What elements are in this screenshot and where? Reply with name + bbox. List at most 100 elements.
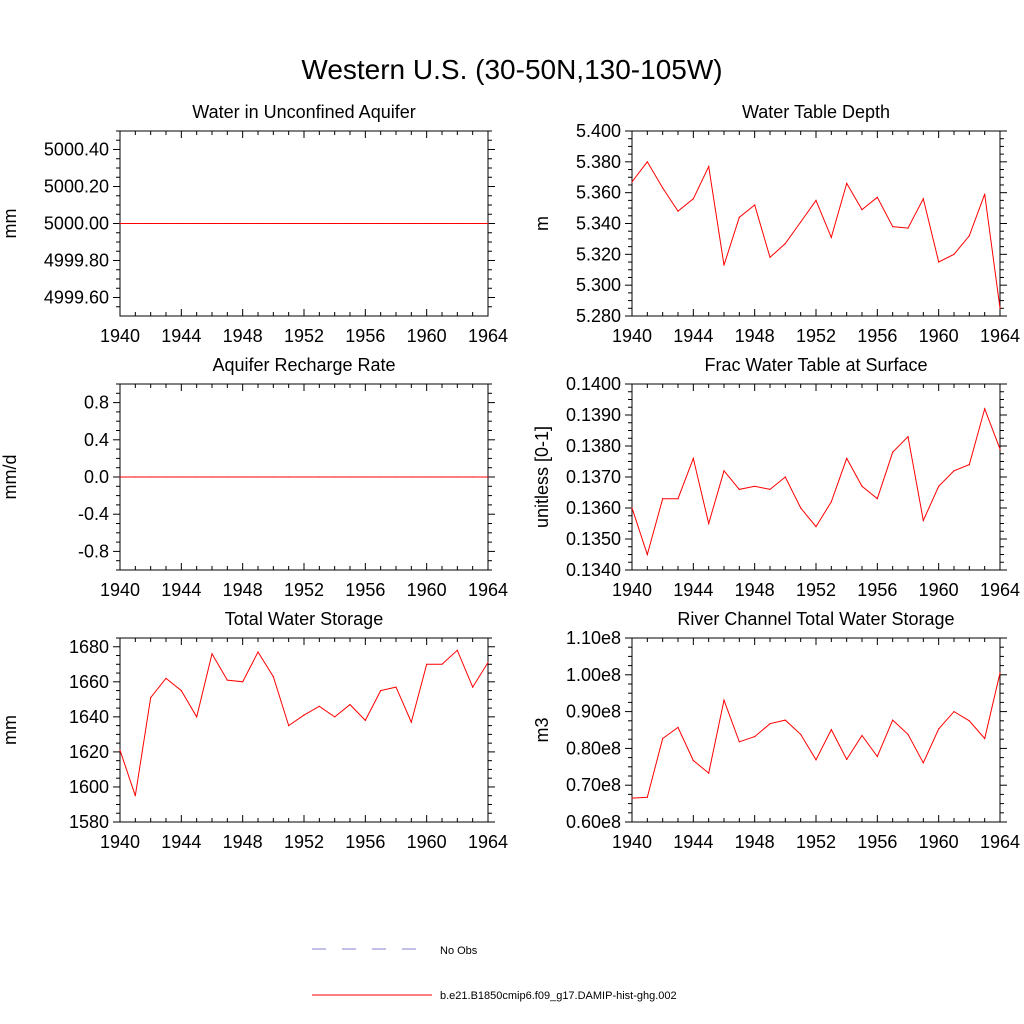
series-line (631, 160, 1001, 309)
data-point (180, 690, 182, 692)
data-point (426, 222, 428, 225)
x-tick-label: 1948 (735, 832, 775, 852)
data-point (395, 686, 397, 688)
legend-label: No Obs (440, 945, 478, 957)
x-tick-label: 1956 (857, 580, 897, 600)
data-point (134, 476, 136, 478)
data-point (968, 464, 970, 466)
data-point (999, 307, 1001, 309)
panel-title: Water in Unconfined Aquifer (192, 102, 415, 122)
data-point (150, 476, 152, 478)
y-tick-label: 0.90e8 (566, 702, 621, 722)
x-tick-label: 1964 (980, 580, 1020, 600)
x-tick-label: 1964 (980, 832, 1020, 852)
data-point (349, 704, 351, 706)
series-line (631, 407, 1001, 557)
x-tick-label: 1944 (161, 326, 201, 346)
data-point (472, 476, 474, 478)
y-tick-label: 1600 (69, 777, 109, 797)
data-point (984, 737, 986, 740)
data-point (646, 796, 648, 798)
x-tick-label: 1956 (345, 580, 385, 600)
y-tick-label: 0.1380 (566, 436, 621, 456)
y-tick-label: 0.1400 (566, 374, 621, 394)
data-point (257, 222, 259, 225)
x-tick-label: 1964 (468, 832, 508, 852)
x-tick-label: 1944 (673, 832, 713, 852)
data-point (892, 451, 894, 453)
data-point (303, 222, 305, 225)
data-point (180, 222, 182, 225)
x-tick-label: 1940 (612, 580, 652, 600)
panel-title: Water Table Depth (742, 102, 890, 122)
y-axis-label: m3 (532, 717, 552, 742)
y-tick-label: 5.400 (576, 121, 621, 141)
data-point (830, 501, 832, 503)
data-point (815, 526, 817, 528)
y-tick-label: -0.8 (78, 541, 109, 561)
data-point (754, 204, 756, 206)
data-point (487, 222, 489, 225)
plot-frame (631, 637, 1001, 823)
data-point (288, 222, 290, 225)
data-point (784, 719, 786, 721)
data-point (708, 522, 710, 525)
data-point (907, 436, 909, 438)
data-point (892, 719, 894, 721)
data-point (907, 733, 909, 736)
x-tick-label: 1940 (612, 326, 652, 346)
data-point (662, 737, 664, 740)
data-point (272, 222, 274, 225)
data-point (692, 759, 694, 762)
y-tick-label: 5000.00 (44, 214, 109, 234)
data-point (922, 519, 924, 522)
data-point (754, 485, 756, 487)
data-point (984, 193, 986, 195)
data-point (738, 741, 740, 743)
data-point (211, 476, 213, 478)
data-point (380, 690, 382, 692)
x-tick-label: 1964 (980, 326, 1020, 346)
data-point (441, 222, 443, 225)
data-point (410, 476, 412, 478)
x-tick-label: 1960 (919, 326, 959, 346)
data-point (395, 222, 397, 225)
data-point (119, 749, 121, 751)
data-point (426, 476, 428, 478)
data-point (800, 733, 802, 736)
data-point (288, 725, 290, 727)
panel-title: River Channel Total Water Storage (677, 609, 954, 629)
data-point (907, 227, 909, 229)
data-point (318, 705, 320, 707)
data-point (846, 182, 848, 184)
data-point (242, 681, 244, 683)
x-tick-label: 1960 (919, 580, 959, 600)
x-tick-label: 1956 (345, 832, 385, 852)
data-point (272, 676, 274, 678)
data-point (677, 498, 679, 500)
data-point (922, 762, 924, 764)
data-point (119, 222, 121, 225)
y-tick-label: 5000.40 (44, 140, 109, 160)
data-point (196, 716, 198, 718)
data-point (677, 726, 679, 729)
y-tick-label: 4999.60 (44, 288, 109, 308)
data-point (410, 721, 412, 723)
data-point (364, 476, 366, 478)
data-point (242, 476, 244, 478)
x-tick-label: 1964 (468, 326, 508, 346)
data-point (119, 476, 121, 478)
data-point (800, 221, 802, 223)
x-tick-label: 1944 (673, 326, 713, 346)
y-tick-label: 5.380 (576, 152, 621, 172)
data-point (196, 476, 198, 478)
data-point (364, 222, 366, 225)
x-tick-label: 1960 (407, 580, 447, 600)
data-point (876, 755, 878, 758)
data-point (180, 476, 182, 478)
y-axis-label: m (532, 216, 552, 231)
data-point (723, 699, 725, 701)
data-point (631, 181, 633, 183)
data-point (631, 797, 633, 799)
y-tick-label: -0.4 (78, 504, 109, 524)
